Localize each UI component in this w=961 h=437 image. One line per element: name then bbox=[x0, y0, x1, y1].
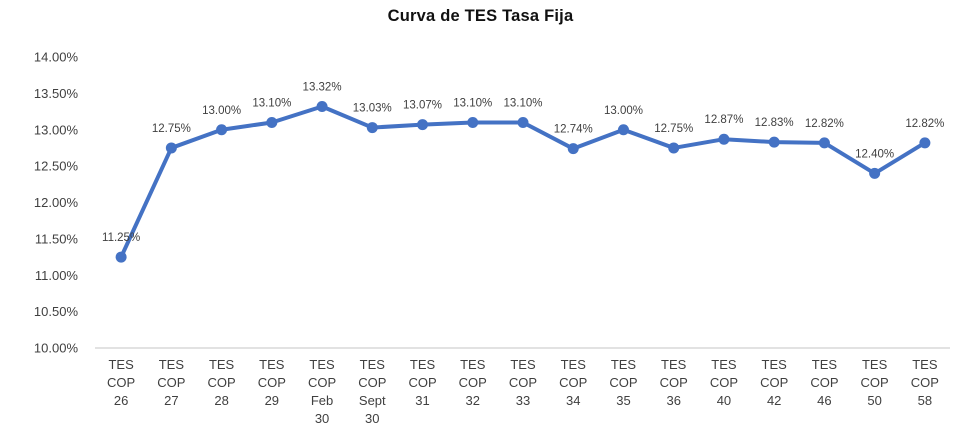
data-point-label: 12.74% bbox=[554, 124, 593, 136]
data-point-marker bbox=[617, 124, 629, 136]
data-point-marker bbox=[366, 122, 378, 134]
y-axis-tick-label: 10.50% bbox=[34, 304, 79, 319]
data-point-marker bbox=[919, 137, 931, 149]
data-point-label: 12.83% bbox=[755, 117, 794, 129]
data-point-marker bbox=[467, 116, 479, 128]
data-point-label: 12.75% bbox=[152, 123, 191, 135]
data-point-marker bbox=[266, 116, 278, 128]
y-axis-tick-label: 12.50% bbox=[34, 159, 79, 174]
x-axis-tick-label: TES COP 42 bbox=[760, 357, 788, 408]
x-axis-tick-label: TES COP 31 bbox=[408, 357, 436, 408]
x-axis-tick-label: TES COP Sept 30 bbox=[358, 357, 386, 426]
data-point-marker bbox=[115, 251, 127, 263]
data-point-marker bbox=[668, 142, 680, 154]
y-axis-tick-label: 12.00% bbox=[34, 195, 79, 210]
data-point-label: 13.10% bbox=[252, 97, 291, 109]
y-axis-tick-label: 10.00% bbox=[34, 341, 79, 356]
data-point-label: 11.25% bbox=[102, 232, 140, 244]
y-axis-tick-label: 13.50% bbox=[34, 86, 79, 101]
x-axis-tick-label: TES COP 32 bbox=[459, 357, 487, 408]
chart-title: Curva de TES Tasa Fija bbox=[387, 7, 574, 25]
x-axis-tick-label: TES COP 26 bbox=[107, 357, 135, 408]
data-point-label: 12.40% bbox=[855, 148, 894, 160]
data-point-label: 12.75% bbox=[654, 123, 693, 135]
data-point-label: 12.87% bbox=[704, 114, 743, 126]
data-point-label: 13.10% bbox=[503, 97, 542, 109]
y-axis-tick-label: 11.50% bbox=[35, 231, 79, 246]
data-point-marker bbox=[165, 142, 177, 154]
x-axis-tick-label: TES COP 34 bbox=[559, 357, 587, 408]
y-axis-tick-label: 11.00% bbox=[35, 268, 79, 283]
x-axis-tick-label: TES COP 46 bbox=[810, 357, 838, 408]
x-axis-tick-label: TES COP 35 bbox=[609, 357, 637, 408]
data-point-marker bbox=[517, 116, 529, 128]
x-axis-tick-label: TES COP 29 bbox=[258, 357, 286, 408]
data-point-marker bbox=[869, 167, 881, 179]
data-point-label: 13.00% bbox=[604, 105, 643, 117]
x-axis-tick-label: TES COP 50 bbox=[861, 357, 889, 408]
data-point-marker bbox=[818, 137, 830, 149]
x-axis-tick-label: TES COP Feb 30 bbox=[308, 357, 336, 426]
data-point-label: 13.32% bbox=[303, 81, 342, 93]
x-axis-tick-label: TES COP 36 bbox=[660, 357, 688, 408]
data-point-label: 12.82% bbox=[805, 118, 844, 130]
y-axis-tick-label: 13.00% bbox=[34, 122, 79, 137]
x-axis-tick-label: TES COP 28 bbox=[208, 357, 236, 408]
x-axis-tick-label: TES COP 33 bbox=[509, 357, 537, 408]
data-point-marker bbox=[567, 143, 579, 155]
y-axis-tick-label: 14.00% bbox=[34, 50, 79, 65]
x-axis-tick-label: TES COP 58 bbox=[911, 357, 939, 408]
data-point-label: 12.82% bbox=[905, 118, 944, 130]
data-point-marker bbox=[216, 124, 228, 136]
data-point-label: 13.03% bbox=[353, 103, 392, 115]
data-point-label: 13.10% bbox=[453, 97, 492, 109]
x-axis-tick-label: TES COP 40 bbox=[710, 357, 738, 408]
data-point-label: 13.00% bbox=[202, 105, 241, 117]
data-point-marker bbox=[768, 136, 780, 148]
data-point-marker bbox=[417, 119, 429, 131]
x-axis-tick-label: TES COP 27 bbox=[157, 357, 185, 408]
data-point-label: 13.07% bbox=[403, 100, 442, 112]
data-point-marker bbox=[316, 100, 328, 112]
data-point-marker bbox=[718, 133, 730, 145]
